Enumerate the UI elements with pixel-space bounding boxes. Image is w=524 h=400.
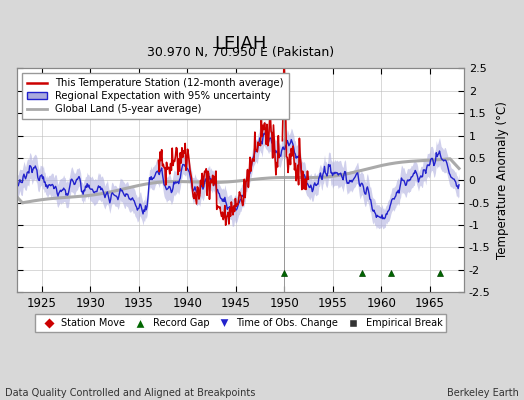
Title: LEIAH: LEIAH	[214, 35, 267, 53]
Legend: Station Move, Record Gap, Time of Obs. Change, Empirical Break: Station Move, Record Gap, Time of Obs. C…	[35, 314, 446, 332]
Text: Data Quality Controlled and Aligned at Breakpoints: Data Quality Controlled and Aligned at B…	[5, 388, 256, 398]
Text: Berkeley Earth: Berkeley Earth	[447, 388, 519, 398]
Text: 30.970 N, 70.950 E (Pakistan): 30.970 N, 70.950 E (Pakistan)	[147, 46, 334, 60]
Y-axis label: Temperature Anomaly (°C): Temperature Anomaly (°C)	[496, 102, 509, 259]
